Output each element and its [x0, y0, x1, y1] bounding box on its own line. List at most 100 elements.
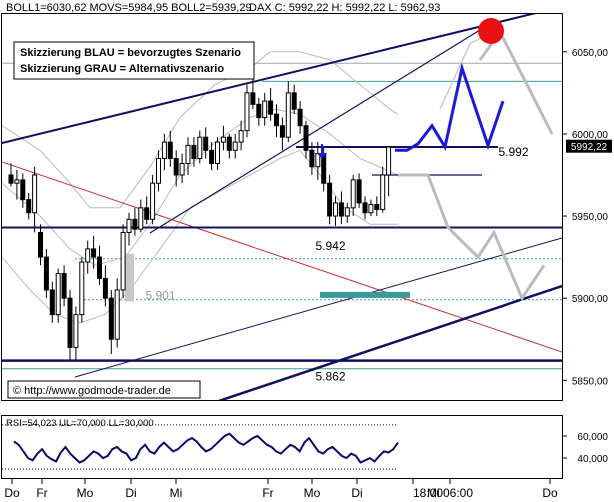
candle: [167, 130, 173, 167]
candle-body: [226, 136, 232, 151]
candle: [14, 170, 20, 200]
candle-body: [79, 261, 85, 316]
x-tick-label: Mo: [304, 486, 321, 500]
candle-body: [132, 218, 138, 230]
rsi-header: RSI=54,023 UL=70,000 LL=30,000: [6, 418, 154, 429]
candle-body: [185, 144, 191, 164]
candle: [185, 137, 191, 175]
candle: [268, 87, 274, 121]
level-label: 5.942: [316, 239, 346, 253]
candle: [102, 265, 108, 307]
candle-body: [150, 182, 156, 220]
price-axis: 6050,00 6000,00 5950,00 5900,00 5850,00: [562, 48, 609, 387]
candle-body: [138, 207, 144, 230]
legend-blue-text: Skizzierung BLAU = bevorzugtes Szenario: [20, 47, 241, 59]
candle: [262, 92, 268, 126]
candle-body: [49, 289, 55, 316]
candle-body: [179, 162, 185, 176]
copyright-text: © http://www.godmode-trader.de: [13, 385, 171, 397]
candle-body: [215, 141, 220, 164]
grey-scenario-path: [398, 173, 546, 302]
rsi-line: [13, 432, 399, 464]
candle-body: [32, 174, 38, 214]
last-price-tag: 5992,22: [566, 139, 612, 153]
candle: [356, 173, 362, 208]
candle-body: [20, 179, 26, 201]
x-tick-label: Mi: [170, 486, 183, 500]
candle: [350, 174, 356, 217]
candle: [368, 199, 374, 217]
x-tick-label: Fr: [36, 486, 47, 500]
candle: [138, 199, 144, 233]
candle-body: [102, 277, 108, 299]
candle-body: [8, 174, 14, 184]
candle-body: [232, 141, 238, 151]
candle-body: [274, 113, 279, 127]
inner-trend-line: [149, 29, 481, 234]
candle-body: [97, 256, 102, 279]
candle: [20, 173, 26, 208]
y-tick-label: 6000,00: [572, 130, 609, 141]
candle: [309, 142, 315, 175]
candle-body: [167, 141, 173, 160]
candle-body: [285, 92, 291, 138]
x-tick-label: Do: [542, 486, 558, 500]
teal-support-zone: [320, 291, 410, 298]
candle-body: [67, 297, 73, 348]
x-tick-label: Di: [351, 486, 362, 500]
grey-scenario-top-path: [478, 29, 554, 135]
x-tick-label: Fr: [262, 486, 273, 500]
y-tick-label: 5900,00: [572, 294, 609, 305]
candle: [49, 281, 55, 323]
candle: [144, 196, 150, 225]
level-label: 5.862: [316, 370, 346, 384]
candle: [150, 174, 156, 225]
candle: [161, 133, 167, 171]
candle-body: [238, 130, 244, 143]
candle-body: [374, 204, 380, 210]
candle: [215, 137, 220, 171]
candle-body: [220, 136, 226, 143]
candle-body: [368, 204, 374, 214]
upper-channel-line: [2, 14, 537, 144]
candle: [91, 235, 97, 269]
level-label: 5.901: [146, 289, 176, 303]
candle: [380, 166, 386, 213]
candle-body: [91, 248, 97, 258]
candle-body: [262, 100, 268, 118]
level-labels: 5.992 5.942 5.901 5.862: [146, 145, 529, 384]
candle-body: [26, 199, 32, 214]
candle-body: [256, 103, 262, 118]
candle-body: [279, 125, 285, 138]
candle: [279, 117, 285, 151]
y-tick-label: 5850,00: [572, 376, 609, 387]
candle: [108, 289, 114, 355]
last-price-value: 5992,22: [571, 142, 608, 153]
candle: [238, 120, 244, 151]
candle: [327, 174, 333, 225]
candle-body: [85, 248, 91, 263]
candle: [338, 191, 344, 225]
candle: [61, 265, 67, 307]
candle: [132, 207, 138, 236]
candle: [303, 120, 309, 159]
candle-body: [362, 202, 368, 214]
candle-body: [108, 297, 114, 340]
level-label: 5.992: [499, 145, 529, 159]
candle: [274, 104, 279, 138]
candle: [344, 202, 350, 223]
candle: [26, 193, 32, 220]
candle-body: [327, 182, 333, 217]
candle-body: [309, 149, 315, 168]
candle-body: [120, 231, 126, 291]
candle: [32, 166, 38, 233]
legend-grey-text: Skizzierung GRAU = Alternativszenario: [20, 63, 224, 75]
candle: [244, 84, 250, 138]
candle: [362, 196, 368, 220]
quote-header: DAX C: 5992,22 H: 5992,22 L: 5962,93: [249, 2, 440, 14]
candle: [73, 306, 79, 361]
candle: [374, 196, 380, 217]
candle: [120, 224, 126, 299]
candle-body: [244, 92, 250, 132]
